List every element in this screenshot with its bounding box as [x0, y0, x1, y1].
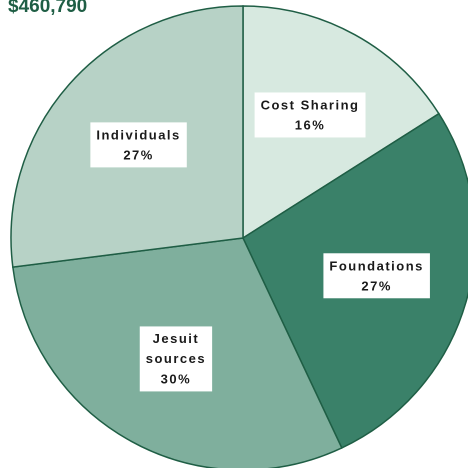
- slice-label: Cost Sharing 16%: [254, 92, 366, 138]
- label-box: [139, 326, 213, 392]
- value-label: 16%: [295, 117, 326, 132]
- category-label: Cost Sharing: [261, 97, 360, 112]
- slice-label: Foundations 27%: [323, 253, 430, 299]
- category-label: Foundations: [329, 258, 424, 273]
- value-label: 27%: [361, 278, 392, 293]
- slice-label: Jesuit sources 30%: [139, 326, 213, 392]
- value-label: 30%: [161, 371, 192, 386]
- chart-title: $460,790: [8, 0, 87, 17]
- slice-label: Individuals 27%: [90, 122, 187, 168]
- category-label: Individuals: [96, 127, 180, 142]
- label-box: [254, 92, 366, 138]
- value-label: 27%: [123, 147, 154, 162]
- category-label: Jesuit sources: [146, 331, 206, 366]
- label-box: [323, 253, 430, 299]
- label-box: [90, 122, 187, 168]
